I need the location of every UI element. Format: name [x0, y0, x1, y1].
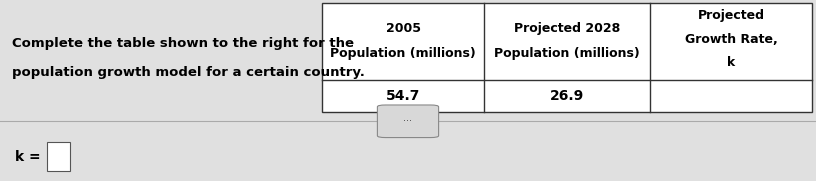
Bar	[322, 3, 812, 112]
Text: Population (millions): Population (millions)	[494, 47, 640, 60]
Text: 26.9: 26.9	[550, 89, 584, 103]
Text: Complete the table shown to the right for the: Complete the table shown to the right fo…	[12, 37, 354, 50]
Bar	[47, 142, 70, 171]
Text: Projected 2028: Projected 2028	[514, 22, 620, 35]
Text: ···: ···	[403, 116, 413, 126]
Text: 2005: 2005	[386, 22, 420, 35]
Text: Population (millions): Population (millions)	[330, 47, 476, 60]
Text: Growth Rate,: Growth Rate,	[685, 33, 778, 46]
Text: 54.7: 54.7	[386, 89, 420, 103]
Text: Projected: Projected	[698, 9, 765, 22]
Text: k: k	[727, 56, 735, 69]
Text: k =: k =	[15, 150, 40, 165]
Text: population growth model for a certain country.: population growth model for a certain co…	[12, 66, 365, 79]
FancyBboxPatch shape	[377, 105, 439, 138]
Bar	[322, 3, 812, 112]
